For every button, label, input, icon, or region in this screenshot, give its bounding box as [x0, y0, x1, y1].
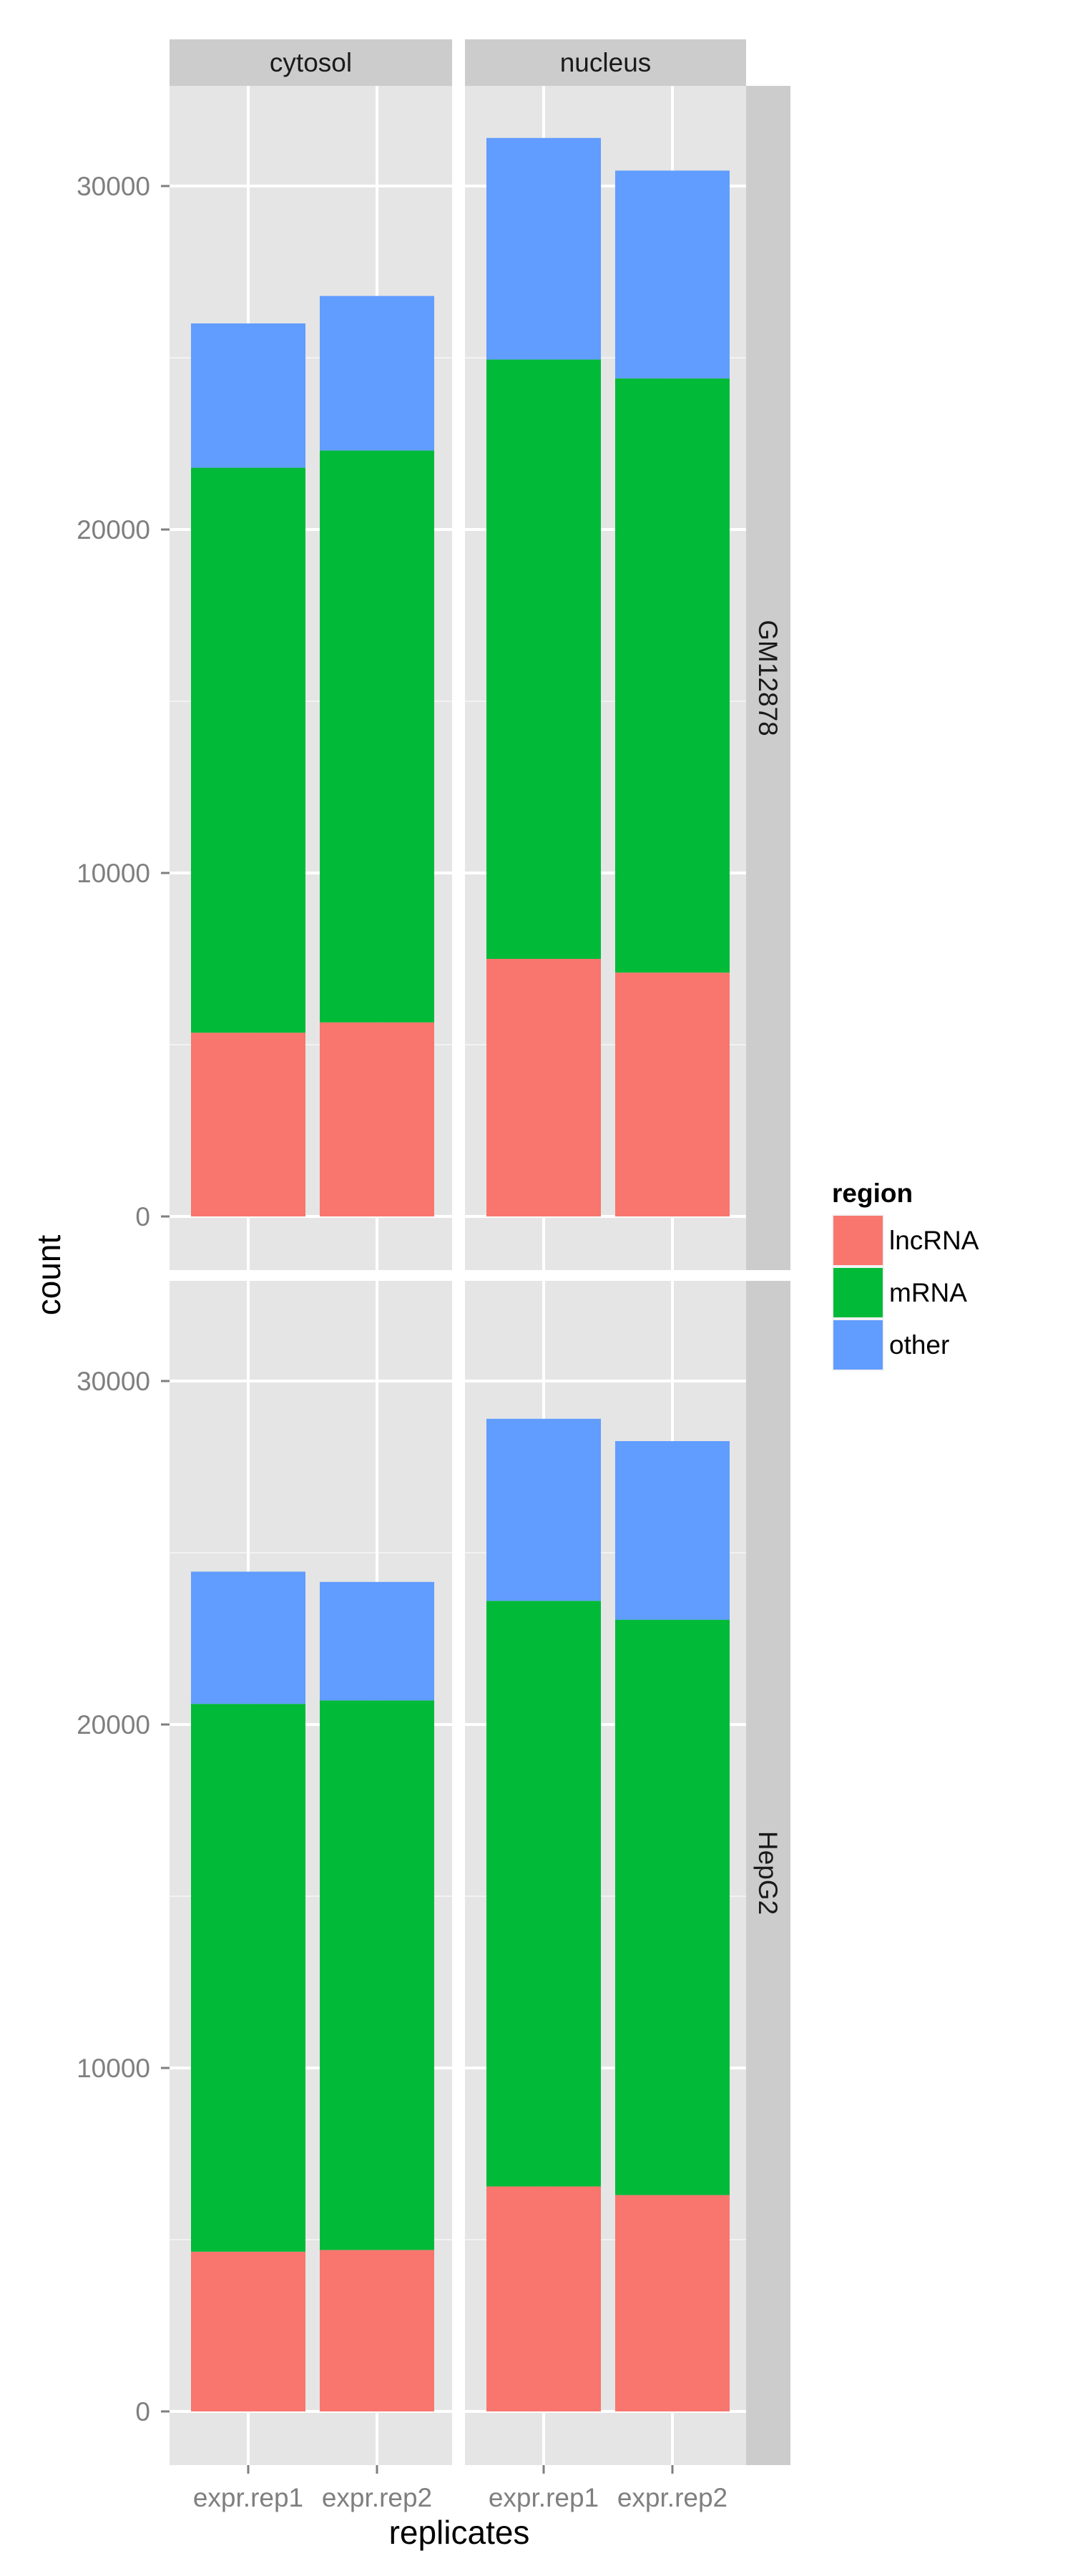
legend-label-other: other: [889, 1330, 949, 1360]
y-tick-label: 0: [135, 2397, 150, 2426]
bar-lncRNA-expr.rep1: [191, 1033, 305, 1216]
bar-lncRNA-expr.rep1: [486, 959, 601, 1216]
y-tick-label: 30000: [77, 172, 150, 201]
facet-panels: [170, 86, 746, 2465]
x-tick-label: expr.rep2: [617, 2483, 727, 2512]
bar-other-expr.rep1: [486, 1418, 601, 1601]
bar-mRNA-expr.rep2: [320, 450, 434, 1023]
strip-label-GM12878: GM12878: [753, 620, 783, 736]
strip-nucleus: [465, 39, 746, 86]
bar-mRNA-expr.rep1: [486, 1601, 601, 2187]
legend-swatch-mRNA: [833, 1268, 883, 1317]
bar-other-expr.rep2: [320, 296, 434, 451]
y-tick-label: 10000: [77, 859, 150, 888]
bar-mRNA-expr.rep2: [615, 1619, 730, 2195]
bar-other-expr.rep2: [615, 1441, 730, 1620]
bar-lncRNA-expr.rep1: [191, 2251, 305, 2411]
x-tick-label: expr.rep1: [193, 2483, 303, 2512]
y-tick-label: 0: [135, 1202, 150, 1231]
strip-label-cytosol: cytosol: [270, 48, 352, 77]
legend-swatch-other: [833, 1320, 883, 1370]
bar-lncRNA-expr.rep2: [320, 1022, 434, 1216]
facet-panel-GM12878-cytosol: [170, 86, 452, 1270]
x-axis-title: replicates: [389, 2514, 530, 2551]
bar-other-expr.rep1: [191, 1571, 305, 1704]
strip-label-nucleus: nucleus: [560, 48, 652, 77]
legend-label-lncRNA: lncRNA: [889, 1226, 979, 1255]
x-axis: expr.rep1 expr.rep2 expr.rep1 expr.rep2: [193, 2465, 727, 2512]
legend-title: region: [832, 1179, 913, 1208]
y-axes: 0 10000 20000 30000 0 10000 20000 30000: [77, 172, 170, 2426]
bar-mRNA-expr.rep2: [320, 1700, 434, 2250]
strip-HepG2: [746, 1281, 790, 2465]
legend-label-mRNA: mRNA: [889, 1278, 967, 1307]
facet-panel-HepG2-nucleus: [465, 1281, 746, 2465]
facet-panel-HepG2-cytosol: [170, 1281, 452, 2465]
x-tick-label: expr.rep1: [489, 2483, 599, 2512]
bar-other-expr.rep2: [320, 1581, 434, 1701]
legend: region lncRNA mRNA other: [832, 1179, 979, 1371]
strip-cytosol: [170, 39, 452, 86]
bar-other-expr.rep2: [615, 170, 730, 379]
x-tick-label: expr.rep2: [322, 2483, 432, 2512]
bar-mRNA-expr.rep1: [191, 467, 305, 1033]
strip-GM12878: [746, 86, 790, 1270]
bar-lncRNA-expr.rep1: [486, 2186, 601, 2411]
y-axis-title: count: [30, 1235, 67, 1316]
bar-other-expr.rep1: [486, 137, 601, 360]
facet-strips: cytosol nucleus GM12878 HepG2: [170, 39, 790, 2465]
y-tick-label: 20000: [77, 515, 150, 545]
facet-panel-GM12878-nucleus: [465, 86, 746, 1270]
y-tick-label: 10000: [77, 2054, 150, 2083]
y-tick-label: 20000: [77, 1710, 150, 1740]
legend-swatch-lncRNA: [833, 1216, 883, 1265]
bar-lncRNA-expr.rep2: [615, 2195, 730, 2411]
y-tick-label: 30000: [77, 1367, 150, 1396]
bar-mRNA-expr.rep1: [191, 1704, 305, 2252]
bar-lncRNA-expr.rep2: [615, 972, 730, 1216]
strip-label-HepG2: HepG2: [753, 1831, 783, 1915]
bar-mRNA-expr.rep2: [615, 378, 730, 973]
bar-mRNA-expr.rep1: [486, 359, 601, 959]
bar-other-expr.rep1: [191, 323, 305, 468]
bar-lncRNA-expr.rep2: [320, 2250, 434, 2411]
